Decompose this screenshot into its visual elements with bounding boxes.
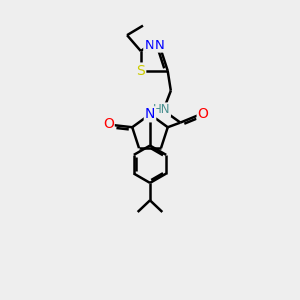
Text: N: N <box>154 39 164 52</box>
Text: S: S <box>136 64 145 78</box>
Text: N: N <box>145 107 155 121</box>
Text: N: N <box>144 39 154 52</box>
Text: O: O <box>103 117 114 131</box>
Text: HN: HN <box>152 103 170 116</box>
Text: O: O <box>198 107 208 121</box>
